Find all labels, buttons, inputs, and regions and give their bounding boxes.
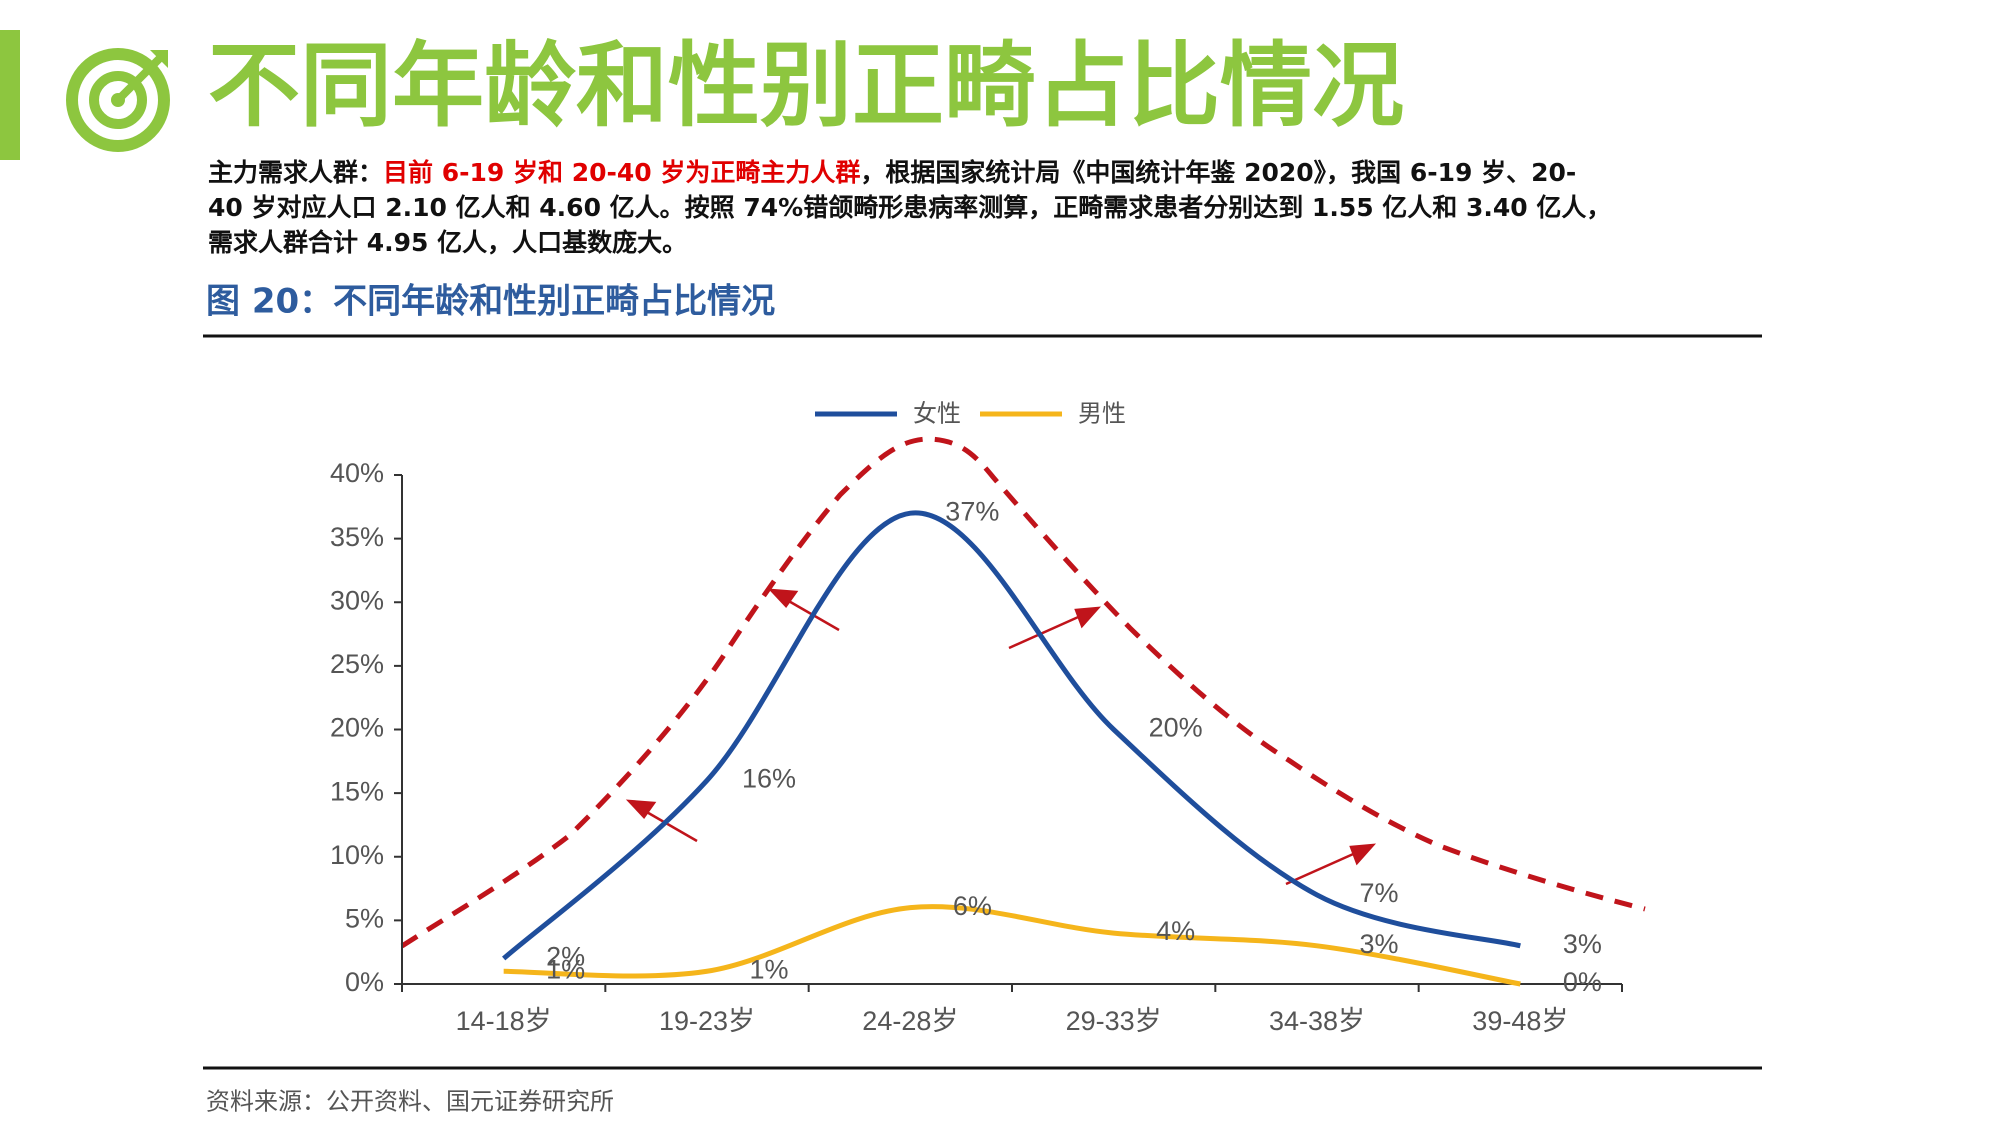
y-tick-label: 5% [345,904,384,934]
intro-segment: 主力需求人群： [208,158,383,187]
y-tick-label: 25% [330,649,384,679]
series-line [502,510,1521,961]
data-label: 1% [749,954,788,984]
y-tick-label: 35% [330,522,384,552]
intro-segment: ，根据国家统计局《中国统计年鉴 2020》，我国 6-19 岁、20- [860,158,1576,187]
data-label: 4% [1156,916,1195,946]
chart: 0% 5% 10% 15% 20% 25% 30% 35% 40% 14-18岁 19-23岁 24-… [330,400,1623,1036]
arrows [625,588,1377,886]
intro-segment: 需求人群合计 4.95 亿人，人口基数庞大。 [208,228,687,257]
accent-bar [0,30,20,160]
page-title: 不同年龄和性别正畸占比情况 [208,32,1404,139]
y-tick-label: 30% [330,585,384,615]
data-label: 7% [1359,878,1398,908]
intro-line: 需求人群合计 4.95 亿人，人口基数庞大。 [208,228,687,257]
x-tick-label: 24-28岁 [862,1006,958,1036]
y-tick-label: 0% [345,967,384,997]
x-tick-label: 29-33岁 [1066,1006,1162,1036]
data-label: 1% [546,954,585,984]
y-tick-label: 20% [330,713,384,743]
data-label: 3% [1563,929,1602,959]
data-label: 2% [546,942,585,972]
intro: 主力需求人群：目前 6-19 岁和 20-40 岁为正畸主力人群，根据国家统计局… [208,158,1611,257]
figure-caption: 图 20：不同年龄和性别正畸占比情况 [206,282,775,322]
intro-segment: 目前 6-19 岁和 20-40 岁为正畸主力人群 [383,158,860,187]
intro-line: 主力需求人群：目前 6-19 岁和 20-40 岁为正畸主力人群，根据国家统计局… [208,158,1576,187]
series-line [503,904,1521,987]
y-tick-label: 40% [330,458,384,488]
x-tick-label: 19-23岁 [659,1006,755,1036]
y-tick-label: 10% [330,840,384,870]
data-label: 3% [1359,929,1398,959]
x-tick-label: 39-48岁 [1472,1006,1568,1036]
source-note: 资料来源：公开资料、国元证券研究所 [206,1088,614,1116]
legend-label: 女性 [913,400,961,428]
data-label: 0% [1563,967,1602,997]
y-tick-label: 15% [330,776,384,806]
data-label: 20% [1149,713,1203,743]
data-label: 6% [953,891,992,921]
intro-segment: 40 岁对应人口 2.10 亿人和 4.60 亿人。按照 74%错颌畸形患病率测… [208,193,1611,222]
data-label: 37% [945,496,999,526]
x-tick-label: 14-18岁 [456,1006,552,1036]
intro-line: 40 岁对应人口 2.10 亿人和 4.60 亿人。按照 74%错颌畸形患病率测… [208,193,1611,222]
target-icon [66,48,170,152]
x-tick-label: 34-38岁 [1269,1006,1365,1036]
data-label: 16% [742,764,796,794]
legend-label: 男性 [1078,400,1126,428]
envelope-curve [400,436,1646,949]
